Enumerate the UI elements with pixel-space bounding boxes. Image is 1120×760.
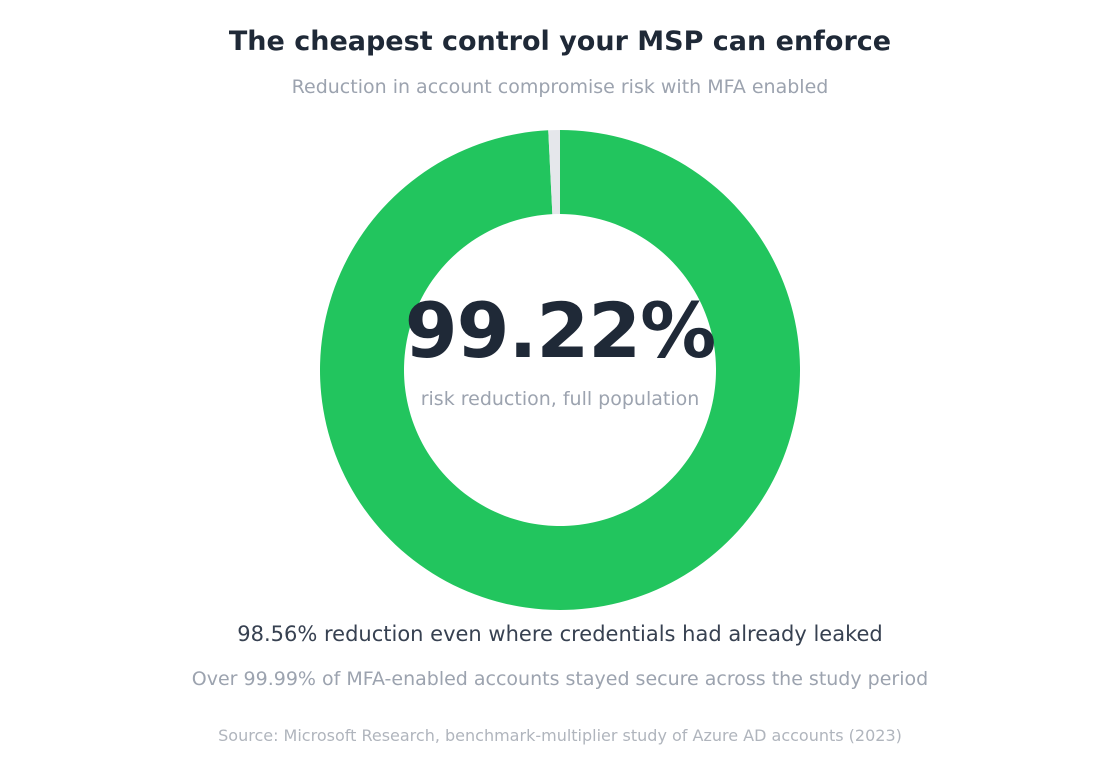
slice-risk-reduction — [319, 130, 800, 611]
leaked-credentials-note: 98.56% reduction even where credentials … — [237, 622, 883, 646]
source-note: Source: Microsoft Research, benchmark-mu… — [218, 726, 902, 745]
slice-remainder — [548, 130, 560, 215]
chart-subtitle: Reduction in account compromise risk wit… — [291, 76, 829, 98]
secure-accounts-note: Over 99.99% of MFA-enabled accounts stay… — [191, 668, 929, 690]
center-value: 99.22% — [404, 286, 717, 375]
chart-title: The cheapest control your MSP can enforc… — [228, 26, 892, 57]
center-label: risk reduction, full population — [420, 388, 700, 410]
donut-slices — [319, 130, 800, 611]
